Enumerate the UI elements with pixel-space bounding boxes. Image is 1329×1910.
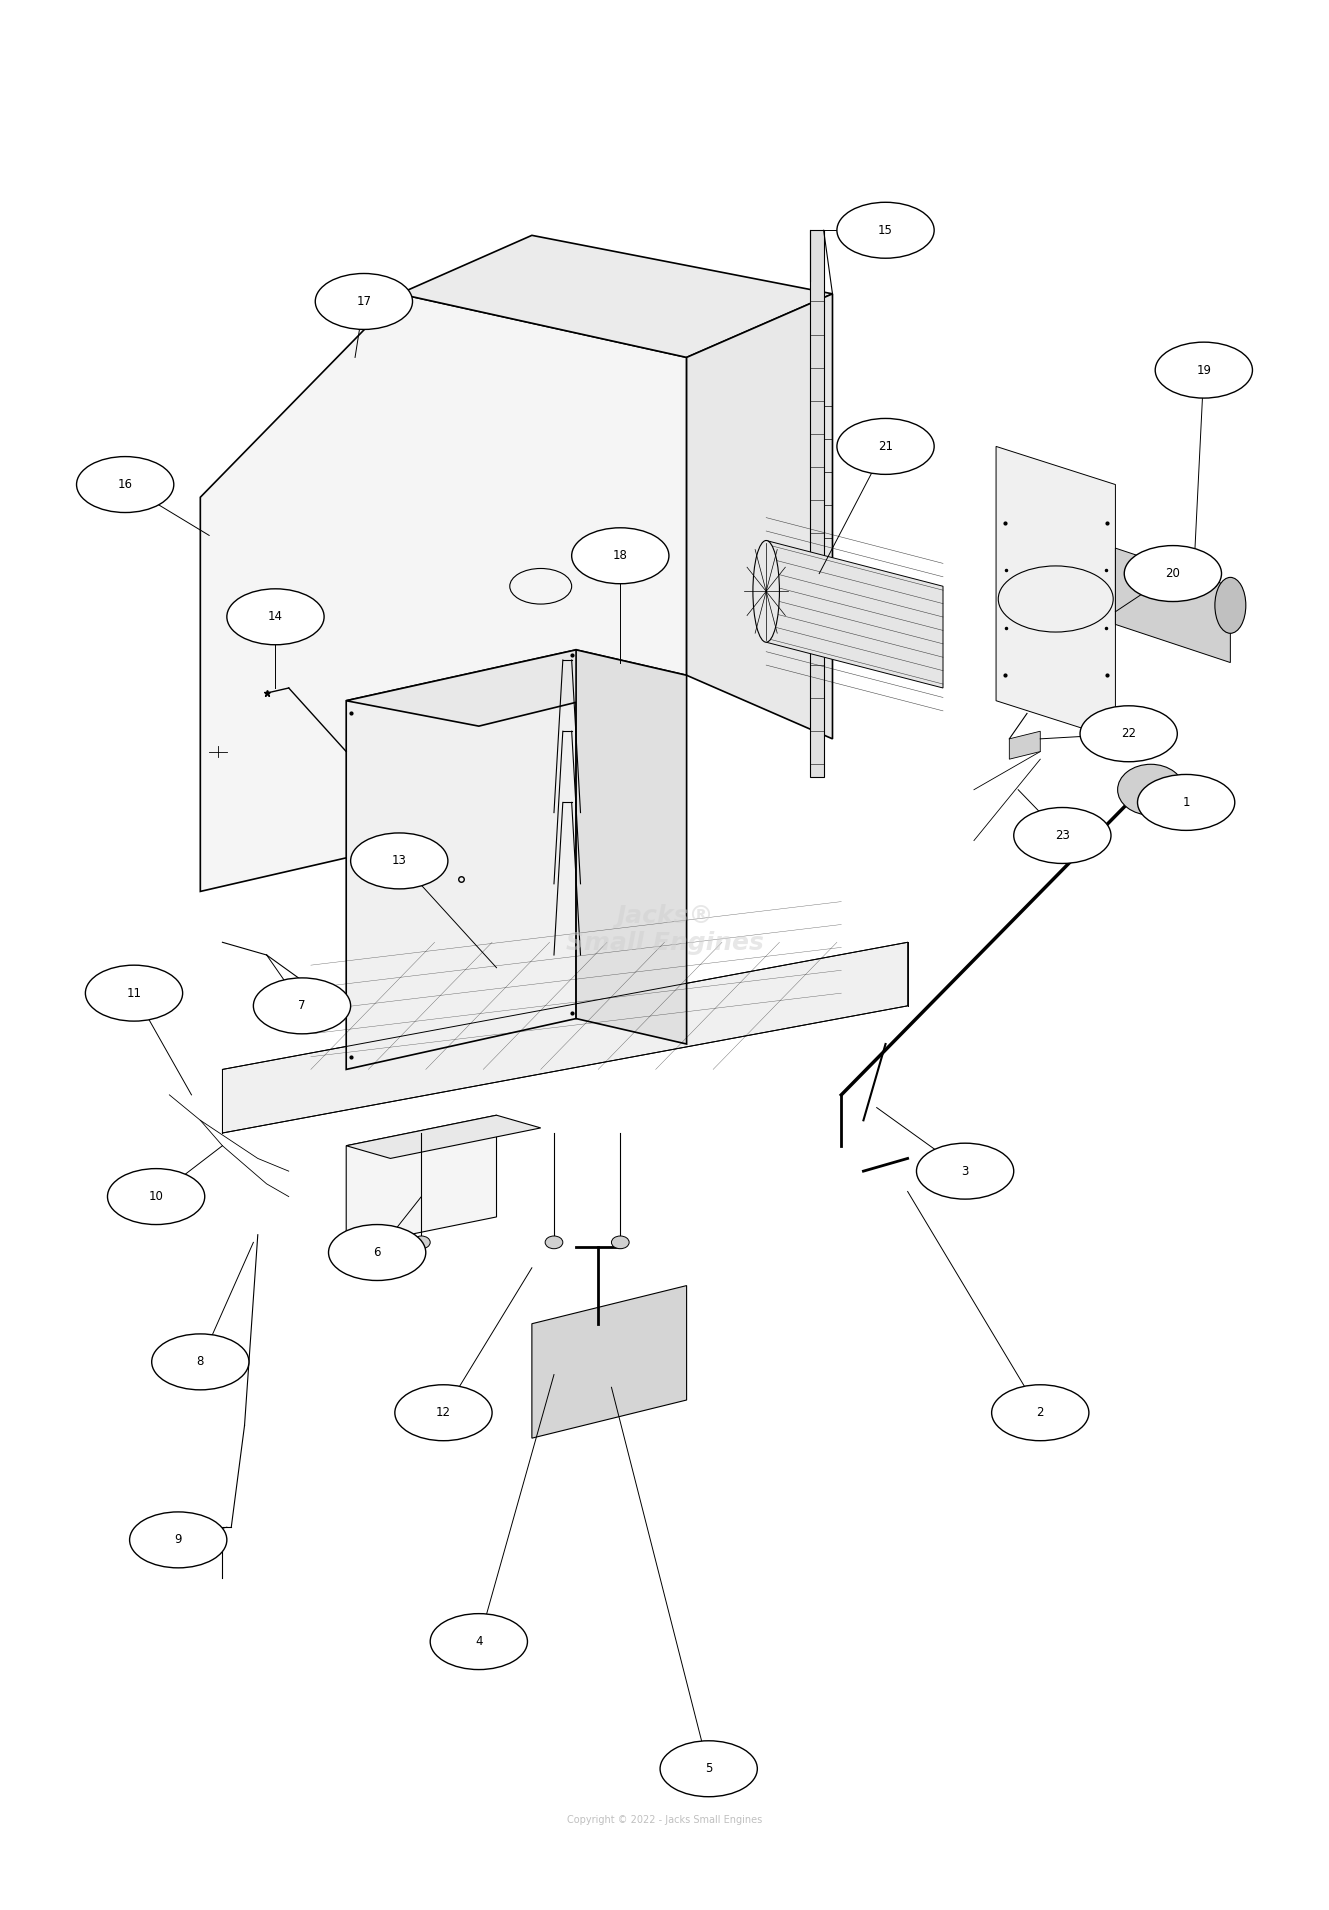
Polygon shape (347, 649, 575, 1070)
Polygon shape (347, 1115, 497, 1247)
Polygon shape (811, 231, 824, 777)
Polygon shape (201, 294, 687, 892)
Ellipse shape (754, 541, 779, 642)
Text: Jacks®
Small Engines: Jacks® Small Engines (566, 903, 763, 955)
Circle shape (1080, 707, 1177, 762)
Circle shape (85, 965, 182, 1022)
Text: 7: 7 (298, 999, 306, 1012)
Polygon shape (1115, 548, 1231, 663)
Text: 17: 17 (356, 294, 371, 308)
Polygon shape (222, 942, 908, 1133)
Text: 20: 20 (1166, 567, 1180, 581)
Text: 6: 6 (373, 1245, 381, 1259)
Text: 9: 9 (174, 1534, 182, 1547)
Circle shape (77, 456, 174, 512)
Circle shape (152, 1333, 249, 1390)
Circle shape (395, 1385, 492, 1440)
Circle shape (837, 202, 934, 258)
Text: 22: 22 (1122, 728, 1136, 741)
Polygon shape (532, 1285, 687, 1438)
Circle shape (108, 1169, 205, 1224)
Polygon shape (687, 294, 832, 739)
Text: 23: 23 (1055, 829, 1070, 842)
Ellipse shape (1215, 577, 1245, 634)
Circle shape (917, 1144, 1014, 1199)
Text: 12: 12 (436, 1406, 451, 1419)
Circle shape (130, 1513, 227, 1568)
Text: 11: 11 (126, 987, 141, 999)
Circle shape (315, 273, 412, 329)
Text: 19: 19 (1196, 363, 1211, 376)
Text: 2: 2 (1037, 1406, 1045, 1419)
Polygon shape (347, 649, 687, 726)
Text: 18: 18 (613, 550, 627, 562)
Text: 8: 8 (197, 1356, 205, 1368)
Circle shape (1155, 342, 1252, 397)
Ellipse shape (412, 1236, 431, 1249)
Circle shape (837, 418, 934, 474)
Polygon shape (575, 649, 687, 1045)
Polygon shape (767, 541, 944, 688)
Circle shape (1124, 546, 1221, 602)
Text: 14: 14 (268, 611, 283, 623)
Polygon shape (1009, 732, 1041, 758)
Circle shape (328, 1224, 425, 1280)
Circle shape (1014, 808, 1111, 863)
Text: 16: 16 (118, 478, 133, 491)
Circle shape (661, 1740, 758, 1797)
Circle shape (254, 978, 351, 1033)
Text: 10: 10 (149, 1190, 163, 1203)
Text: 3: 3 (961, 1165, 969, 1178)
Ellipse shape (611, 1236, 629, 1249)
Text: 1: 1 (1183, 796, 1189, 810)
Circle shape (431, 1614, 528, 1669)
Polygon shape (347, 1115, 541, 1159)
Text: 15: 15 (878, 223, 893, 237)
Circle shape (991, 1385, 1088, 1440)
Text: 21: 21 (878, 439, 893, 453)
Circle shape (571, 527, 668, 584)
Text: 13: 13 (392, 854, 407, 867)
Circle shape (1138, 774, 1235, 831)
Circle shape (227, 588, 324, 646)
Text: 4: 4 (474, 1635, 482, 1648)
Text: Copyright © 2022 - Jacks Small Engines: Copyright © 2022 - Jacks Small Engines (567, 1814, 762, 1824)
Ellipse shape (1118, 764, 1184, 816)
Text: 5: 5 (704, 1763, 712, 1774)
Circle shape (351, 833, 448, 888)
Polygon shape (399, 235, 832, 357)
Polygon shape (995, 447, 1115, 739)
Ellipse shape (545, 1236, 562, 1249)
